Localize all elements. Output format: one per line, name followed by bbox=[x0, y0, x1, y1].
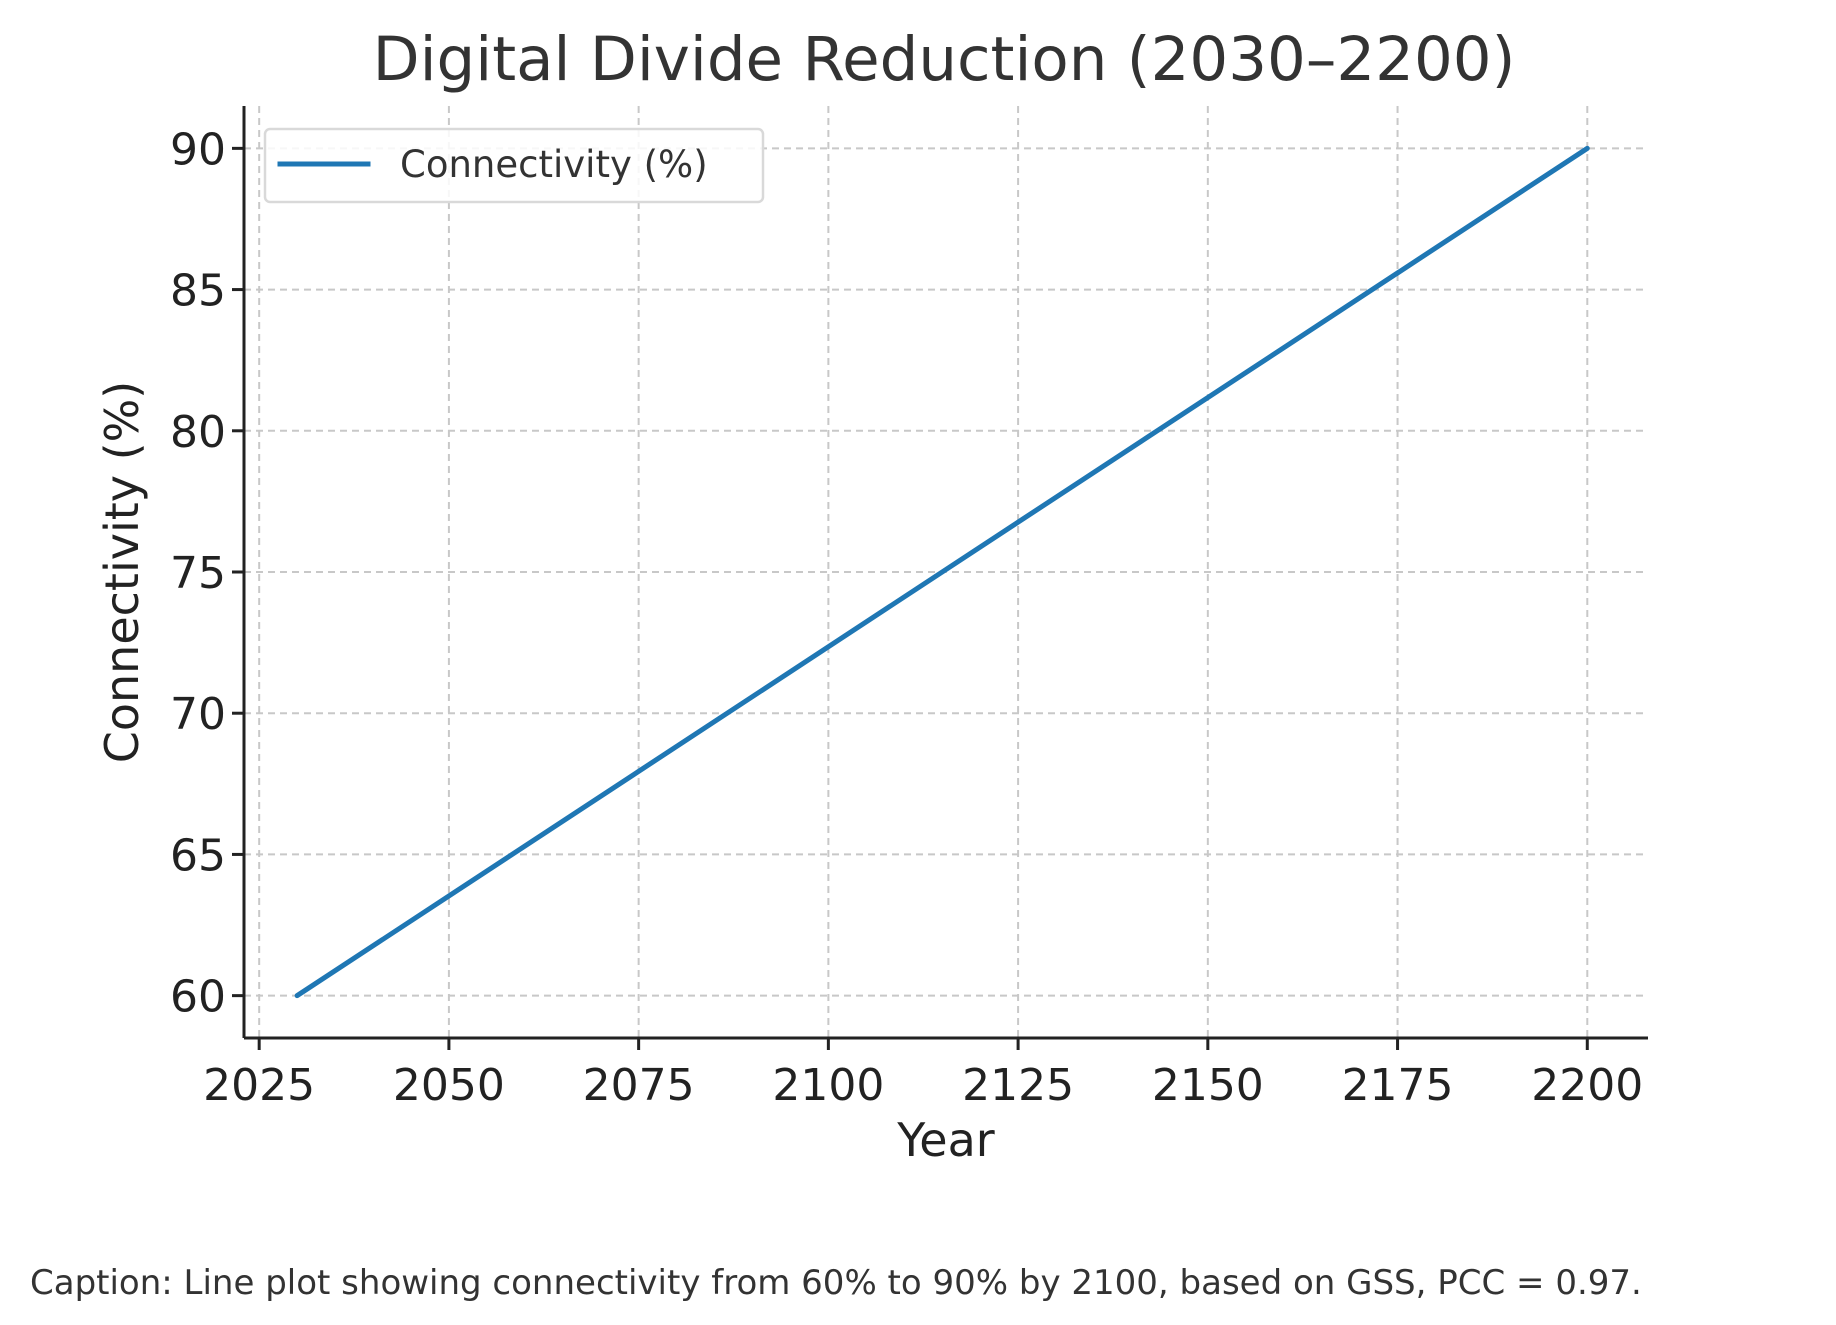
y-axis-label: Connectivity (%) bbox=[95, 381, 149, 763]
x-axis-label: Year bbox=[896, 1113, 994, 1167]
x-axis-ticks: 2025 2050 2075 2100 2125 2150 2175 2200 bbox=[203, 1038, 1643, 1111]
x-tick-label: 2175 bbox=[1342, 1060, 1454, 1111]
x-tick-label: 2200 bbox=[1531, 1060, 1643, 1111]
y-tick-label: 80 bbox=[170, 407, 226, 458]
x-tick-label: 2150 bbox=[1152, 1060, 1264, 1111]
x-tick-label: 2125 bbox=[962, 1060, 1074, 1111]
x-tick-label: 2100 bbox=[772, 1060, 884, 1111]
x-tick-label: 2050 bbox=[393, 1060, 505, 1111]
legend-label: Connectivity (%) bbox=[400, 143, 708, 186]
chart-title: Digital Divide Reduction (2030–2200) bbox=[373, 24, 1516, 95]
y-tick-label: 75 bbox=[170, 548, 226, 599]
x-tick-label: 2075 bbox=[583, 1060, 695, 1111]
series-line bbox=[294, 145, 1590, 999]
y-tick-label: 90 bbox=[170, 124, 226, 175]
caption: Caption: Line plot showing connectivity … bbox=[30, 1263, 1642, 1303]
legend: Connectivity (%) bbox=[263, 127, 765, 204]
y-tick-label: 85 bbox=[170, 266, 226, 317]
y-tick-label: 65 bbox=[170, 830, 226, 881]
y-axis-ticks: 60 65 70 75 80 85 90 bbox=[170, 124, 244, 1023]
series-layer bbox=[294, 145, 1590, 999]
legend-box bbox=[263, 127, 765, 204]
y-tick-label: 70 bbox=[170, 689, 226, 740]
x-tick-label: 2025 bbox=[203, 1060, 315, 1111]
y-tick-label: 60 bbox=[170, 972, 226, 1023]
